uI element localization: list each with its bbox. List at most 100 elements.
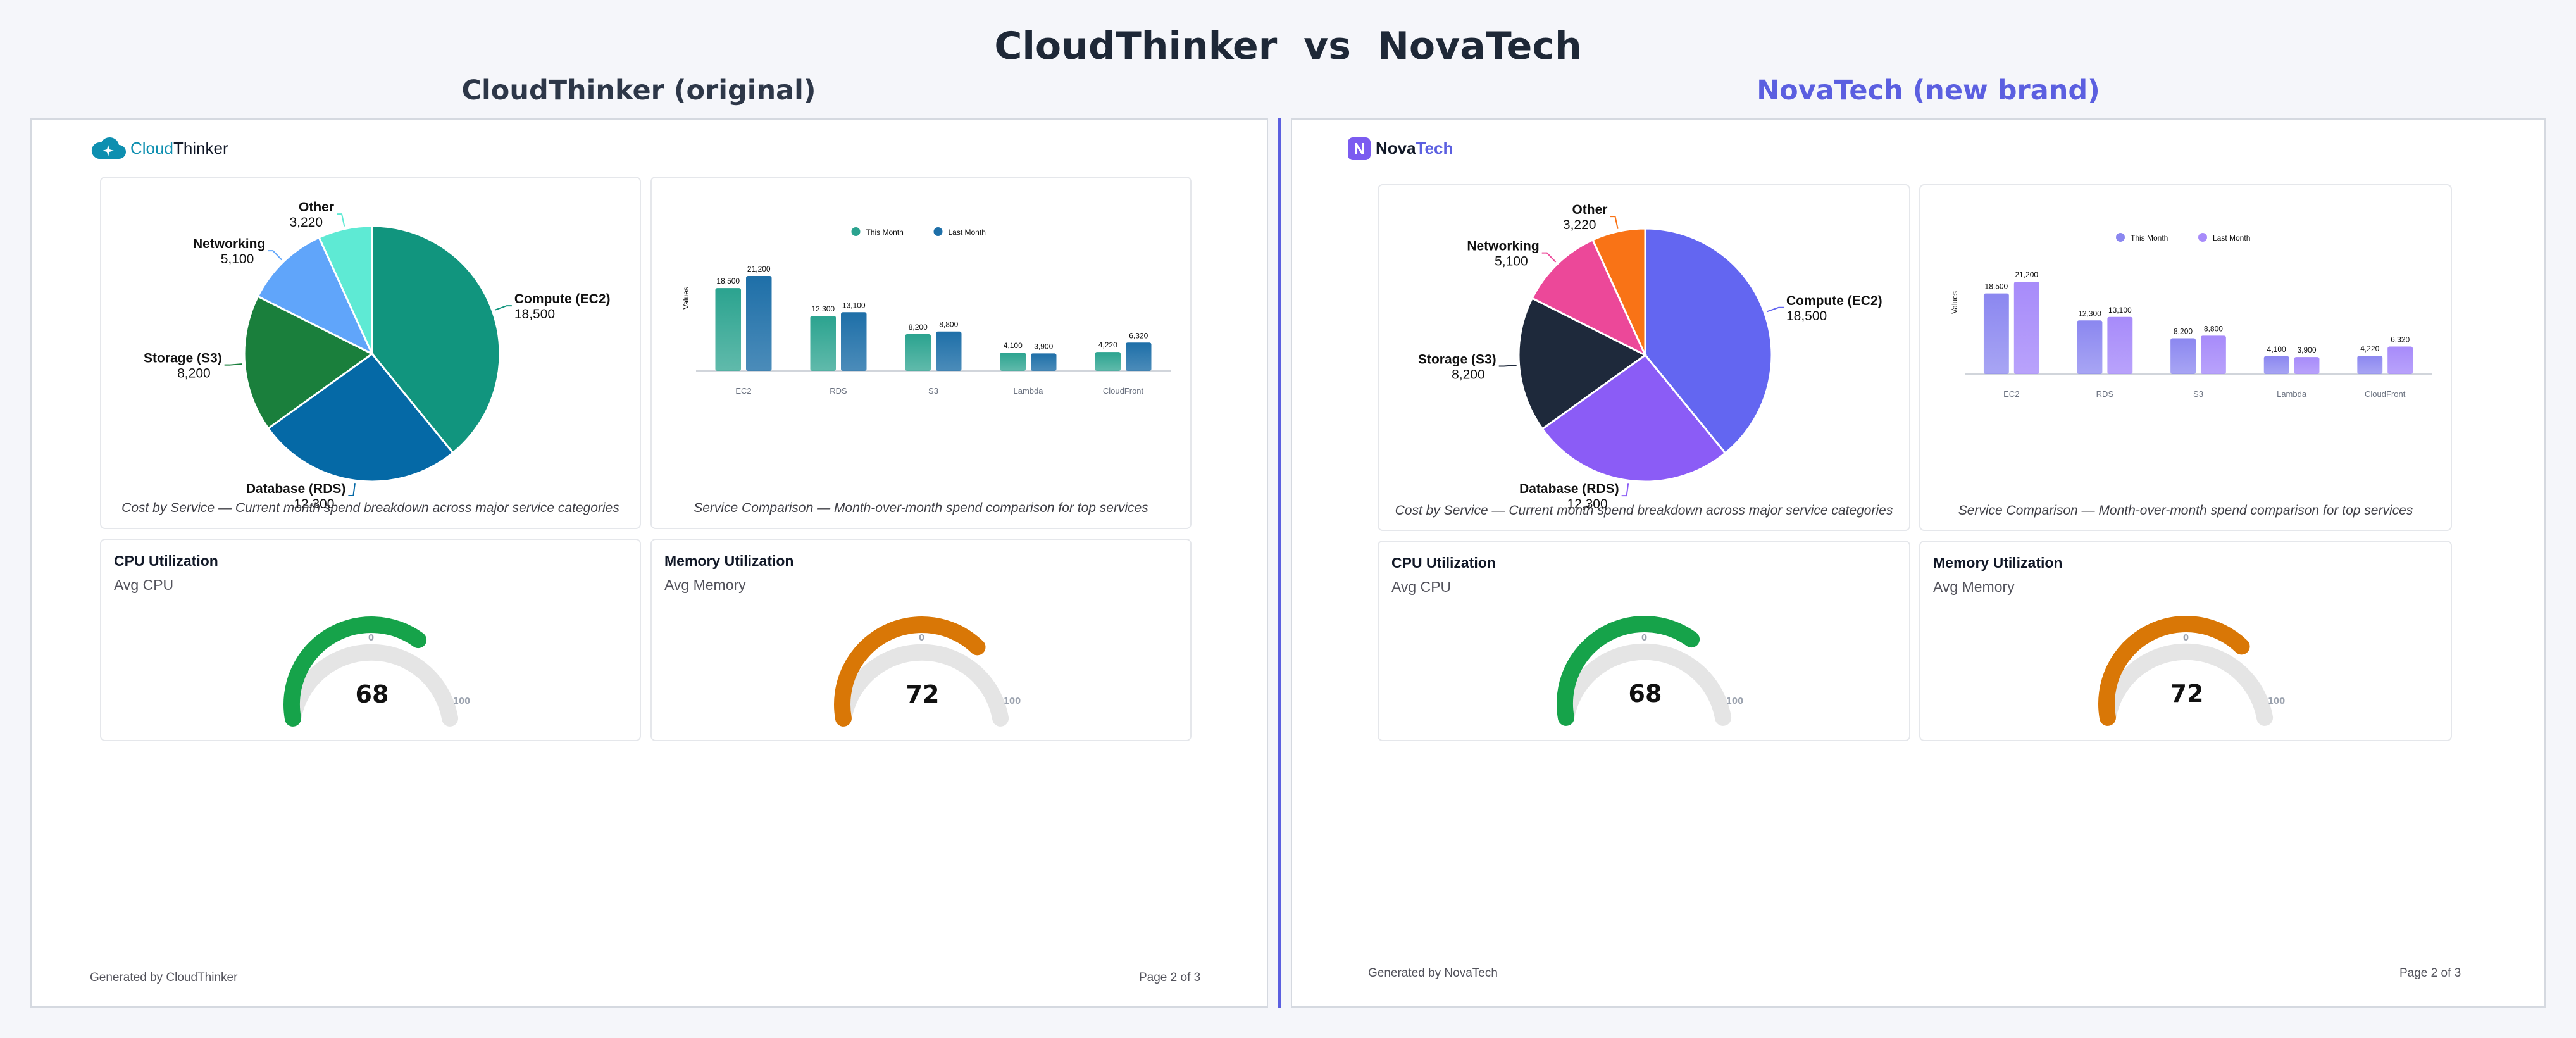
bar-data-label: 21,200 <box>747 265 771 273</box>
pie-value-label: 12,300 <box>1567 497 1607 511</box>
y-axis-label: Values <box>681 287 690 310</box>
gauge-fill <box>1557 616 1700 726</box>
service-bar-chart: This Month Last Month Values 18,500 21,200 EC… <box>681 227 1171 396</box>
bar-last-month-lambda <box>1031 353 1057 371</box>
legend-this-month-swatch <box>851 227 861 236</box>
pie-value-label: 5,100 <box>1495 254 1528 269</box>
memory-gauge-value: 72 <box>905 680 940 708</box>
cpu-utilization-card: CPU Utilization Avg CPU 68 0 100 <box>1378 541 1910 741</box>
bar-this-month-rds <box>810 315 836 371</box>
gauge-max-label: 100 <box>1004 697 1021 706</box>
pie-value-label: 3,220 <box>289 215 323 230</box>
gauge-fill <box>834 616 986 727</box>
service-comparison-card: This Month Last Month Values 18,500 21,200 EC… <box>1919 184 2452 531</box>
bar-data-label: 18,500 <box>1985 282 2008 291</box>
memory-title: Memory Utilization <box>664 553 794 569</box>
pie-leader-line <box>1610 216 1619 229</box>
logo-text-secondary: Thinker <box>173 139 228 158</box>
pie-slice-compute <box>371 225 501 454</box>
pie-caption: Cost by Service — Current month spend br… <box>121 501 619 515</box>
pie-leader-line <box>494 305 512 311</box>
bar-last-month-ec2 <box>2013 282 2039 374</box>
x-tick-label: RDS <box>830 386 847 396</box>
x-tick-label: S3 <box>2193 389 2203 399</box>
cpu-gauge <box>1557 616 1732 726</box>
bar-last-month-s3 <box>2201 335 2226 374</box>
memory-gauge <box>2098 616 2274 726</box>
bar-this-month-ec2 <box>715 288 741 371</box>
bar-data-label: 18,500 <box>716 277 740 285</box>
gauge-min-label: 0 <box>2183 634 2189 643</box>
gauge-fill <box>283 616 427 727</box>
memory-utilization-card: Memory Utilization Avg Memory 72 0 100 <box>1919 541 2452 741</box>
bar-this-month-rds <box>2077 320 2103 374</box>
memory-title: Memory Utilization <box>1933 554 2063 571</box>
bar-this-month-cloudfront <box>1095 352 1121 371</box>
gauge-fill <box>2098 616 2250 726</box>
footer-page-number: Page 2 of 3 <box>2399 966 2461 980</box>
pie-slice-networking <box>256 236 375 356</box>
logo-text-primary: Nova <box>1376 139 1416 158</box>
cpu-subtitle: Avg CPU <box>1391 578 1452 595</box>
legend-last-month: Last Month <box>2213 234 2250 242</box>
service-comparison-card: This Month Last Month Values 18,500 21,200 EC… <box>650 177 1192 529</box>
bar-this-month-ec2 <box>1983 293 2009 374</box>
footer-generated-by: Generated by NovaTech <box>1368 966 1498 980</box>
cost-pie-chart: Compute (EC2)18,500 Database (RDS)12,300 S… <box>1418 203 1882 511</box>
x-tick-label: Lambda <box>1014 386 1044 396</box>
x-tick-label: RDS <box>2096 389 2114 399</box>
pie-slice-other <box>1591 227 1646 356</box>
pie-leader-line <box>224 363 242 366</box>
x-tick-label: S3 <box>928 386 938 396</box>
cpu-title: CPU Utilization <box>114 553 218 569</box>
pie-leader-line <box>1498 364 1517 367</box>
bar-last-month-lambda <box>2294 357 2320 374</box>
logo: CloudThinker <box>90 136 242 165</box>
cpu-utilization-card: CPU Utilization Avg CPU 68 0 100 <box>100 539 641 741</box>
legend-last-month: Last Month <box>949 228 986 237</box>
pie-category-label: Database (RDS) <box>1519 482 1619 496</box>
cost-by-service-card: Compute (EC2) 18,500 Database (RDS) 12,300 S… <box>1378 184 1910 531</box>
pie-leader-line <box>268 250 282 261</box>
memory-utilization-card: Memory Utilization Avg Memory 72 0 100 <box>650 539 1192 741</box>
logo-text-primary: Cloud <box>130 139 173 158</box>
gauge-track <box>835 644 1009 727</box>
cpu-title: CPU Utilization <box>1391 554 1496 571</box>
n-letter-icon <box>1348 137 1371 160</box>
bar-data-label: 8,200 <box>909 323 928 332</box>
legend-last-month-swatch <box>2198 233 2207 242</box>
bar-last-month-cloudfront <box>1126 342 1152 371</box>
gauge-track <box>284 644 459 727</box>
bar-this-month-cloudfront <box>2357 355 2383 374</box>
bar-data-label: 21,200 <box>2015 270 2038 279</box>
pie-category-label: Database (RDS) <box>246 482 346 496</box>
pie-leader-line <box>1766 306 1784 313</box>
pie-value-label: 5,100 <box>221 252 254 266</box>
bar-last-month-rds <box>2107 316 2133 374</box>
gauge-min-label: 0 <box>368 634 375 643</box>
legend-this-month: This Month <box>2131 234 2168 242</box>
memory-gauge-value: 72 <box>2170 680 2204 708</box>
bar-data-label: 4,100 <box>1004 341 1023 350</box>
pie-leader-line <box>348 483 356 497</box>
footer-page-number: Page 2 of 3 <box>1139 971 1201 984</box>
memory-subtitle: Avg Memory <box>664 577 746 593</box>
logo: NovaTech <box>1348 136 1500 165</box>
bar-data-label: 4,220 <box>1098 341 1117 349</box>
pie-slice-storage <box>243 295 374 430</box>
pie-value-label: 18,500 <box>514 307 555 322</box>
service-bar-chart: This Month Last Month Values 18,500 21,200 EC… <box>1950 233 2432 399</box>
pie-value-label: 3,220 <box>1563 218 1596 232</box>
gauge-min-label: 0 <box>1641 634 1648 643</box>
gauge-min-label: 0 <box>919 634 925 643</box>
pie-category-label: Compute (EC2) <box>1786 294 1882 308</box>
right-panel-heading: NovaTech (new brand) <box>1757 75 2100 106</box>
cost-by-service-card: Compute (EC2) 18,500 Database (RDS) 12,300 S… <box>100 177 641 529</box>
gauge-max-label: 100 <box>453 697 471 706</box>
memory-gauge <box>834 616 1009 727</box>
pie-slice-networking <box>1531 239 1648 358</box>
bar-data-label: 12,300 <box>2078 309 2101 318</box>
bar-this-month-s3 <box>2170 338 2196 374</box>
x-tick-label: CloudFront <box>2365 389 2406 399</box>
y-axis-label: Values <box>1950 291 1959 314</box>
